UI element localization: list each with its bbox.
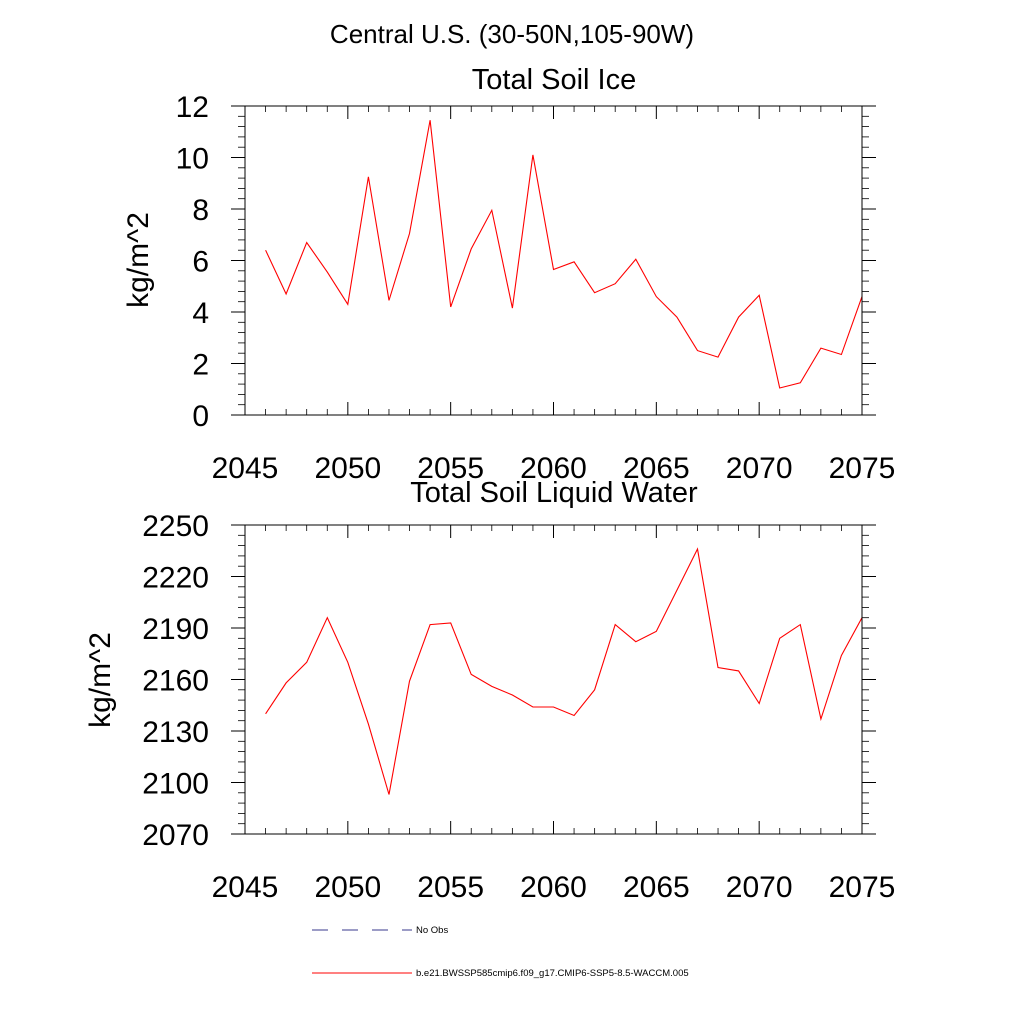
x-tick-label: 2075	[829, 452, 896, 485]
legend: No Obs b.e21.BWSSP585cmip6.f09_g17.CMIP6…	[312, 925, 689, 979]
y-tick-label: 2	[192, 349, 209, 382]
series-line	[265, 120, 863, 389]
ticks	[231, 105, 876, 416]
y-axis-label: kg/m^2	[122, 212, 155, 308]
y-tick-label: 10	[176, 143, 209, 176]
tick-labels: 2045 2050 2055 2060 2065 2070 2075 0 2 4 6 8 10 12	[176, 91, 896, 485]
x-tick-label: 2070	[726, 871, 793, 904]
x-tick-label: 2065	[623, 452, 690, 485]
plot-frame	[244, 105, 863, 416]
x-tick-label: 2050	[314, 871, 381, 904]
x-tick-label: 2070	[726, 452, 793, 485]
y-tick-label: 8	[192, 194, 209, 227]
x-tick-label: 2075	[829, 871, 896, 904]
chart-title: Total Soil Ice	[472, 64, 636, 96]
y-tick-label: 6	[192, 246, 209, 279]
series-line	[265, 547, 863, 795]
x-tick-label: 2060	[520, 452, 587, 485]
x-tick-label: 2045	[212, 871, 279, 904]
y-tick-label: 2220	[142, 562, 209, 595]
x-tick-label: 2045	[212, 452, 279, 485]
figure-title: Central U.S. (30-50N,105-90W)	[330, 19, 694, 49]
chart-panel-soil-liquid-water: Total Soil Liquid Water kg/m^2 2045 2050 2…	[84, 477, 895, 904]
y-tick-label: 2070	[142, 819, 209, 852]
y-tick-label: 12	[176, 91, 209, 124]
y-tick-label: 4	[192, 297, 209, 330]
y-tick-label: 2100	[142, 768, 209, 801]
x-tick-label: 2055	[417, 452, 484, 485]
y-tick-label: 2250	[142, 510, 209, 543]
legend-label-no-obs: No Obs	[416, 925, 448, 936]
tick-labels: 2045 2050 2055 2060 2065 2070 2075 2070 2100 2130…	[142, 510, 895, 904]
y-tick-label: 0	[192, 400, 209, 433]
x-tick-label: 2055	[417, 871, 484, 904]
chart-panel-soil-ice: Total Soil Ice kg/m^2 2045 2050 2055 2060 20…	[122, 64, 895, 485]
y-tick-label: 2130	[142, 716, 209, 749]
chart-title: Total Soil Liquid Water	[410, 477, 698, 509]
legend-label-model: b.e21.BWSSP585cmip6.f09_g17.CMIP6-SSP5-8…	[416, 968, 689, 979]
y-axis-label: kg/m^2	[84, 632, 117, 728]
ticks	[231, 524, 876, 835]
plot-frame	[244, 524, 863, 835]
x-tick-label: 2065	[623, 871, 690, 904]
y-tick-label: 2160	[142, 665, 209, 698]
x-tick-label: 2060	[520, 871, 587, 904]
x-tick-label: 2050	[314, 452, 381, 485]
y-tick-label: 2190	[142, 613, 209, 646]
